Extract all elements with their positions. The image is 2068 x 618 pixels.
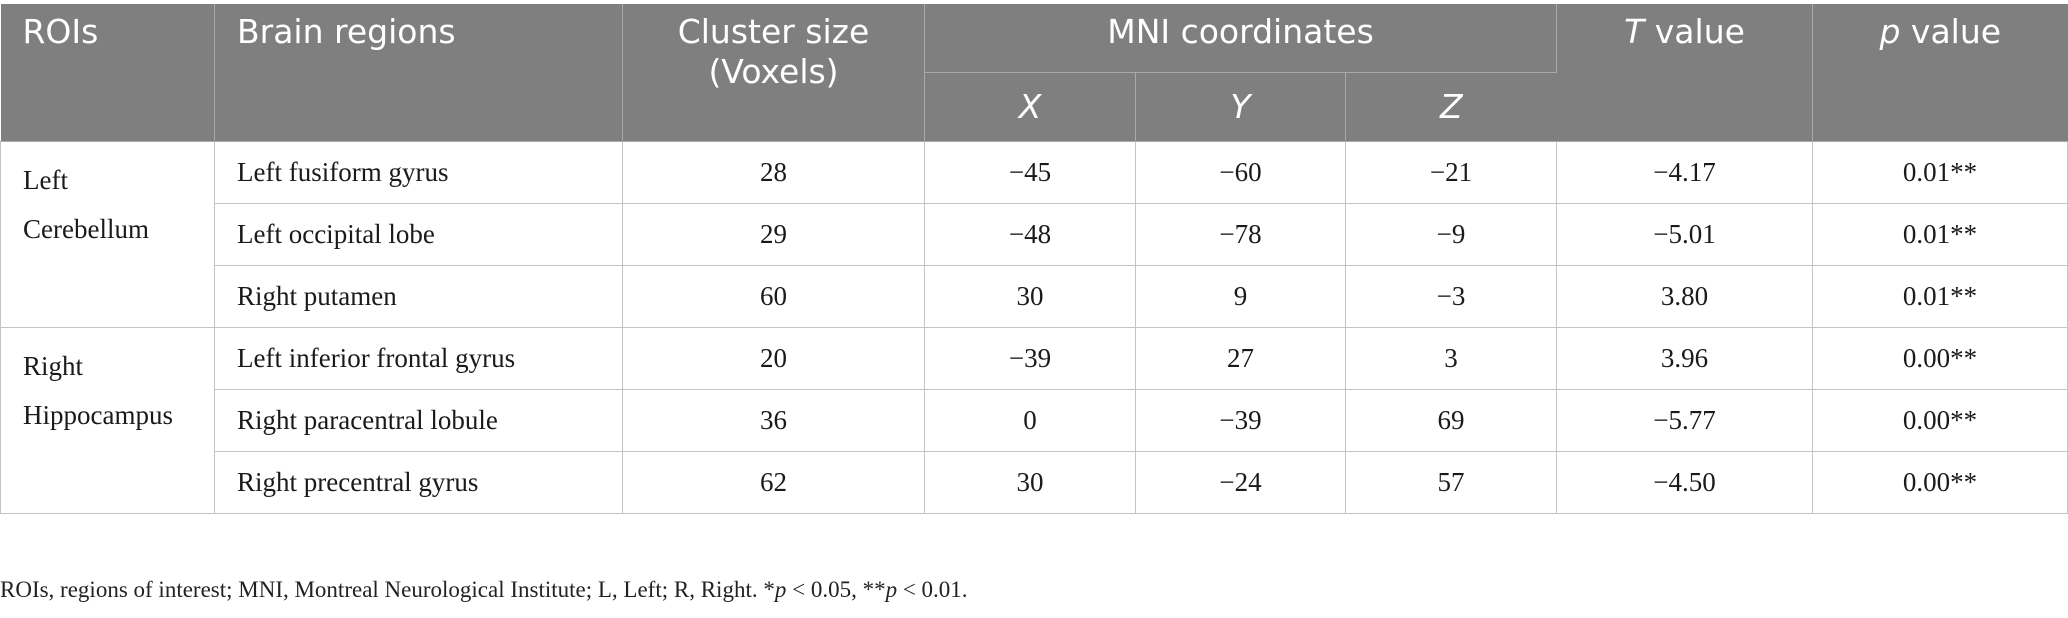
z-cell: −3 (1345, 265, 1558, 328)
header-p-value: p value (1812, 4, 2068, 142)
cluster-cell: 60 (622, 265, 925, 328)
cluster-cell: 62 (622, 451, 925, 514)
header-z: Z (1345, 72, 1557, 142)
x-cell: 0 (924, 389, 1136, 452)
t-cell: −5.01 (1556, 203, 1814, 266)
table-row: Left Cerebellum Left fusiform gyrus 28 −4… (0, 141, 2068, 328)
header-x: X (924, 72, 1136, 142)
region-cell: Right precentral gyrus (214, 451, 623, 514)
x-cell: 30 (924, 451, 1136, 514)
region-cell: Left inferior frontal gyrus (214, 327, 623, 390)
cluster-cell: 36 (622, 389, 925, 452)
region-cell: Left fusiform gyrus (214, 141, 623, 204)
region-cell: Left occipital lobe (214, 203, 623, 266)
z-cell: 69 (1345, 389, 1558, 452)
header-p-symbol: p (1879, 12, 1901, 51)
footnote-p-symbol-2: p (885, 577, 898, 602)
y-cell: −39 (1135, 389, 1346, 452)
y-cell: 9 (1135, 265, 1346, 328)
p-cell: 0.01** (1812, 265, 2068, 328)
table-header: ROIs Brain regions Cluster size (Voxels)… (0, 4, 2068, 142)
roi-line2: Hippocampus (23, 399, 173, 430)
p-cell: 0.01** (1812, 203, 2068, 266)
x-cell: 30 (924, 265, 1136, 328)
header-rois: ROIs (0, 4, 215, 142)
z-cell: −9 (1345, 203, 1558, 266)
y-cell: −24 (1135, 451, 1346, 514)
table-row: Right Hippocampus Left inferior frontal g… (0, 327, 2068, 514)
x-cell: −48 (924, 203, 1136, 266)
region-cell: Right paracentral lobule (214, 389, 623, 452)
header-cluster-size-line1: Cluster size (677, 12, 870, 51)
roi-line2: Cerebellum (23, 213, 149, 244)
p-cell: 0.00** (1812, 389, 2068, 452)
p-cell: 0.00** (1812, 451, 2068, 514)
t-cell: 3.80 (1556, 265, 1814, 328)
results-table: ROIs Brain regions Cluster size (Voxels)… (0, 4, 2068, 514)
table-row: Right precentral gyrus 62 30 −24 57 −4.5… (1, 451, 2068, 514)
cluster-cell: 28 (622, 141, 925, 204)
t-cell: −5.77 (1556, 389, 1814, 452)
roi-cell: Right Hippocampus (0, 327, 215, 514)
z-cell: −21 (1345, 141, 1558, 204)
p-cell: 0.01** (1812, 141, 2068, 204)
header-cluster-size-line2: (Voxels) (708, 52, 839, 91)
y-cell: −60 (1135, 141, 1346, 204)
roi-line1: Left (23, 164, 68, 195)
footnote-text-2: < 0.05, ** (786, 577, 886, 602)
t-cell: −4.50 (1556, 451, 1814, 514)
y-cell: −78 (1135, 203, 1346, 266)
header-mni-coordinates: MNI coordinates (924, 4, 1558, 73)
cluster-cell: 20 (622, 327, 925, 390)
table-row: Right putamen 60 30 9 −3 3.80 0.01** (1, 265, 2068, 328)
roi-line1: Right (23, 350, 84, 381)
footnote-p-symbol-1: p (774, 577, 787, 602)
t-cell: 3.96 (1556, 327, 1814, 390)
cluster-cell: 29 (622, 203, 925, 266)
x-cell: −45 (924, 141, 1136, 204)
footnote-text-1: ROIs, regions of interest; MNI, Montreal… (0, 577, 775, 602)
header-t-label: value (1644, 12, 1745, 51)
table-footnote: ROIs, regions of interest; MNI, Montreal… (0, 577, 968, 603)
p-cell: 0.00** (1812, 327, 2068, 390)
header-p-label: value (1900, 12, 2002, 51)
footnote-text-3: < 0.01. (897, 577, 968, 602)
header-cluster-size: Cluster size (Voxels) (622, 4, 925, 142)
t-cell: −4.17 (1556, 141, 1814, 204)
table-row: Left occipital lobe 29 −48 −78 −9 −5.01 … (1, 203, 2068, 266)
z-cell: 57 (1345, 451, 1558, 514)
header-t-symbol: T (1624, 12, 1645, 51)
header-t-value: T value (1556, 4, 1814, 142)
region-cell: Right putamen (214, 265, 623, 328)
x-cell: −39 (924, 327, 1136, 390)
z-cell: 3 (1345, 327, 1558, 390)
roi-cell: Left Cerebellum (0, 141, 215, 328)
header-brain-regions: Brain regions (214, 4, 623, 142)
y-cell: 27 (1135, 327, 1346, 390)
header-y: Y (1135, 72, 1346, 142)
table-body: Left Cerebellum Left fusiform gyrus 28 −4… (0, 141, 2068, 514)
table-row: Right paracentral lobule 36 0 −39 69 −5.… (1, 389, 2068, 452)
